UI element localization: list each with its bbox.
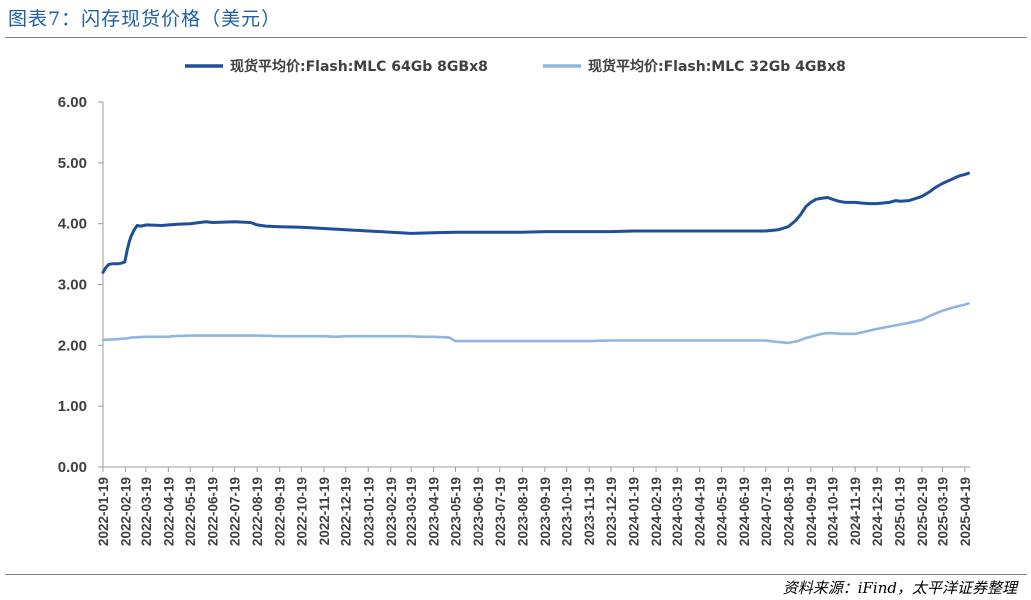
price-chart: 现货平均价:Flash:MLC 64Gb 8GBx8 现货平均价:Flash:ML… — [58, 58, 973, 546]
x-tick-label: 2023-10-19 — [560, 477, 575, 546]
x-tick-label: 2025-04-19 — [958, 477, 973, 546]
x-tick-label: 2023-07-19 — [493, 477, 508, 546]
series-line-mlc-32gb — [101, 302, 970, 345]
x-tick-label: 2025-01-19 — [893, 477, 908, 546]
x-tick-label: 2022-05-19 — [183, 477, 198, 546]
x-tick-label: 2022-11-19 — [317, 477, 332, 545]
x-tick-label: 2023-06-19 — [471, 477, 486, 546]
y-axis: 0.00 1.00 2.00 3.00 4.00 5.00 6.00 — [58, 94, 104, 476]
x-tick-label: 2024-09-19 — [804, 477, 819, 546]
x-tick-label: 2024-12-19 — [870, 477, 885, 546]
x-tick-label: 2024-10-19 — [826, 477, 841, 546]
x-tick-label: 2022-04-19 — [161, 477, 176, 546]
x-tick-label: 2022-01-19 — [96, 477, 111, 546]
x-tick-label: 2023-08-19 — [515, 477, 530, 546]
x-tick-label: 2024-01-19 — [627, 477, 642, 546]
series-lines — [101, 171, 970, 345]
x-tick-label: 2024-06-19 — [737, 477, 752, 546]
x-tick-label: 2022-02-19 — [119, 477, 134, 546]
x-tick-label: 2023-03-19 — [404, 477, 419, 546]
top-divider — [5, 37, 1027, 38]
x-tick-label: 2023-11-19 — [582, 477, 597, 545]
bottom-divider — [5, 574, 1027, 575]
y-tick-label: 0.00 — [58, 459, 87, 476]
y-tick-label: 6.00 — [58, 94, 87, 111]
series-line-mlc-64gb — [101, 171, 970, 274]
x-tick-label: 2025-03-19 — [935, 477, 950, 546]
x-tick-label: 2022-03-19 — [139, 477, 154, 546]
y-tick-label: 2.00 — [58, 337, 87, 354]
x-tick-label: 2022-12-19 — [339, 477, 354, 546]
legend-label: 现货平均价:Flash:MLC 32Gb 4GBx8 — [588, 58, 846, 75]
source-note: 资料来源：iFind，太平洋证券整理 — [782, 579, 1017, 597]
figure-title: 图表7：闪存现货价格（美元） — [8, 8, 282, 30]
y-tick-label: 3.00 — [58, 277, 87, 294]
x-tick-label: 2023-01-19 — [361, 477, 376, 546]
x-tick-label: 2024-11-19 — [848, 477, 863, 545]
x-tick-label: 2024-08-19 — [781, 477, 796, 546]
x-axis: 2022-01-19 2022-02-19 2022-03-19 2022-04-19… — [96, 466, 973, 546]
x-tick-label: 2024-03-19 — [670, 477, 685, 546]
x-tick-label: 2023-12-19 — [604, 477, 619, 546]
y-tick-label: 4.00 — [58, 216, 87, 233]
x-tick-label: 2024-05-19 — [715, 477, 730, 546]
x-tick-label: 2023-09-19 — [538, 477, 553, 546]
x-tick-label: 2022-08-19 — [250, 477, 265, 546]
x-tick-label: 2022-06-19 — [206, 477, 221, 546]
legend-label: 现货平均价:Flash:MLC 64Gb 8GBx8 — [230, 58, 488, 75]
x-tick-label: 2025-02-19 — [915, 477, 930, 546]
x-tick-label: 2024-07-19 — [759, 477, 774, 546]
y-tick-label: 1.00 — [58, 398, 87, 415]
x-tick-label: 2024-04-19 — [693, 477, 708, 546]
y-tick-label: 5.00 — [58, 155, 87, 172]
chart-legend: 现货平均价:Flash:MLC 64Gb 8GBx8 现货平均价:Flash:ML… — [185, 58, 846, 75]
x-tick-label: 2022-09-19 — [273, 477, 288, 546]
x-tick-label: 2023-04-19 — [427, 477, 442, 546]
x-tick-label: 2022-07-19 — [228, 477, 243, 546]
x-tick-label: 2023-02-19 — [384, 477, 399, 546]
x-tick-label: 2023-05-19 — [449, 477, 464, 546]
x-tick-label: 2022-10-19 — [294, 477, 309, 546]
x-tick-label: 2024-02-19 — [649, 477, 664, 546]
